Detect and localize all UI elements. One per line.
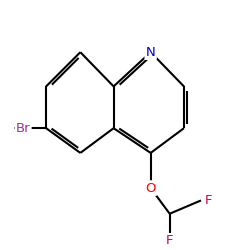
Text: F: F [166,234,173,247]
Text: N: N [146,46,156,59]
Text: F: F [204,194,212,207]
Text: Br: Br [16,122,30,135]
Text: O: O [146,182,156,194]
